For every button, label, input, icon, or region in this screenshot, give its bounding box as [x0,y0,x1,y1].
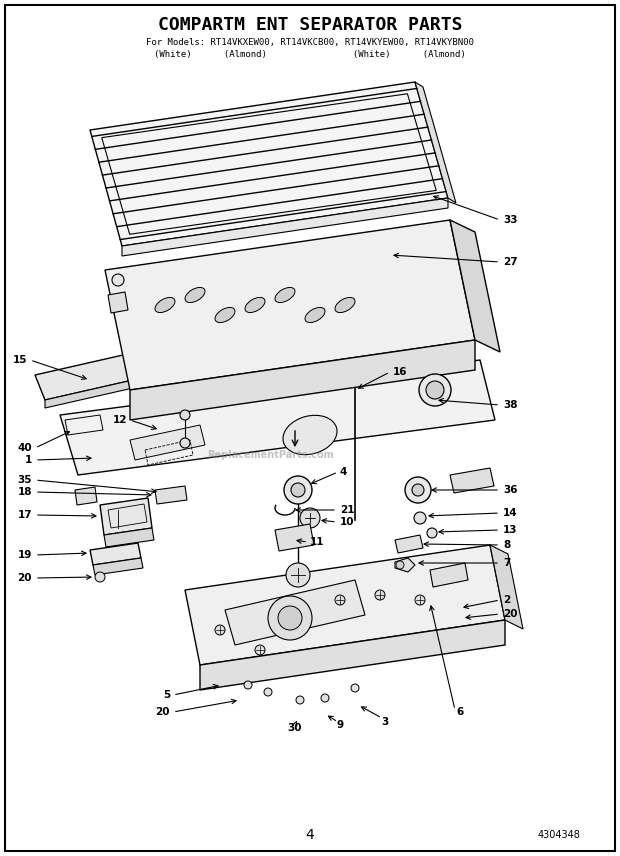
Ellipse shape [283,415,337,455]
Text: 30: 30 [288,723,303,733]
Circle shape [255,645,265,655]
Text: For Models: RT14VKXEW00, RT14VKCB00, RT14VKYEW00, RT14VKYBN00: For Models: RT14VKXEW00, RT14VKCB00, RT1… [146,38,474,46]
Polygon shape [45,375,155,408]
Text: 40: 40 [17,443,32,453]
Circle shape [180,410,190,420]
Circle shape [415,595,425,605]
Circle shape [300,508,320,528]
Ellipse shape [335,297,355,312]
Text: 11: 11 [310,537,324,547]
Circle shape [264,688,272,696]
Circle shape [291,483,305,497]
Circle shape [284,476,312,504]
Circle shape [268,596,312,640]
Circle shape [414,512,426,524]
Circle shape [412,484,424,496]
Text: 12: 12 [112,415,127,425]
Text: 9: 9 [337,720,343,730]
Text: 10: 10 [340,517,355,527]
Ellipse shape [275,288,295,302]
Text: 20: 20 [156,707,170,717]
Circle shape [180,438,190,448]
Polygon shape [35,350,155,400]
Polygon shape [100,498,152,535]
Polygon shape [395,535,423,553]
Polygon shape [225,580,365,645]
Polygon shape [185,545,505,665]
Text: 21: 21 [340,505,355,515]
Polygon shape [450,220,500,352]
Text: 4: 4 [306,828,314,842]
Ellipse shape [305,307,325,323]
Text: 17: 17 [17,510,32,520]
Text: 6: 6 [456,707,464,717]
Circle shape [351,684,359,692]
Text: 16: 16 [393,367,407,377]
Circle shape [427,528,437,538]
Polygon shape [90,543,141,565]
Polygon shape [130,340,475,420]
Circle shape [244,681,252,689]
Circle shape [286,563,310,587]
Text: 14: 14 [503,508,518,518]
Circle shape [296,696,304,704]
Polygon shape [130,425,205,460]
Ellipse shape [245,297,265,312]
Circle shape [278,606,302,630]
Text: 20: 20 [503,609,518,619]
Text: 13: 13 [503,525,518,535]
Text: (White)      (Almond)                (White)      (Almond): (White) (Almond) (White) (Almond) [154,50,466,58]
Circle shape [396,561,404,569]
Circle shape [215,625,225,635]
Text: 27: 27 [503,257,518,267]
Text: 19: 19 [17,550,32,560]
Polygon shape [108,292,128,313]
Text: 8: 8 [503,540,510,550]
Text: 4304348: 4304348 [537,830,580,840]
Text: 1: 1 [25,455,32,465]
Text: COMPARTM ENT SEPARATOR PARTS: COMPARTM ENT SEPARATOR PARTS [157,16,463,34]
Circle shape [112,274,124,286]
Text: 18: 18 [17,487,32,497]
Circle shape [95,572,105,582]
Polygon shape [200,620,505,690]
Text: 7: 7 [503,558,510,568]
Text: 15: 15 [12,355,27,365]
Polygon shape [90,82,448,246]
Polygon shape [105,220,475,390]
Text: 33: 33 [503,215,518,225]
Circle shape [419,374,451,406]
Ellipse shape [155,297,175,312]
Polygon shape [104,528,154,547]
Circle shape [321,694,329,702]
Circle shape [405,477,431,503]
Circle shape [426,381,444,399]
Polygon shape [75,487,97,505]
Circle shape [335,595,345,605]
Text: 35: 35 [17,475,32,485]
Circle shape [422,382,438,398]
Text: 2: 2 [503,595,510,605]
Polygon shape [490,545,523,629]
Text: 38: 38 [503,400,518,410]
Polygon shape [275,524,314,551]
Text: 3: 3 [381,717,389,727]
Polygon shape [122,198,448,256]
Text: 5: 5 [162,690,170,700]
Circle shape [375,590,385,600]
Text: 4: 4 [340,467,347,477]
Text: 36: 36 [503,485,518,495]
Text: ReplacementParts.com: ReplacementParts.com [206,450,334,460]
Polygon shape [155,486,187,504]
Polygon shape [450,468,494,493]
Polygon shape [93,558,143,575]
Polygon shape [60,360,495,475]
Text: 20: 20 [17,573,32,583]
Polygon shape [430,563,468,587]
Polygon shape [395,558,415,572]
Ellipse shape [185,288,205,302]
Ellipse shape [215,307,235,323]
Polygon shape [415,82,456,203]
